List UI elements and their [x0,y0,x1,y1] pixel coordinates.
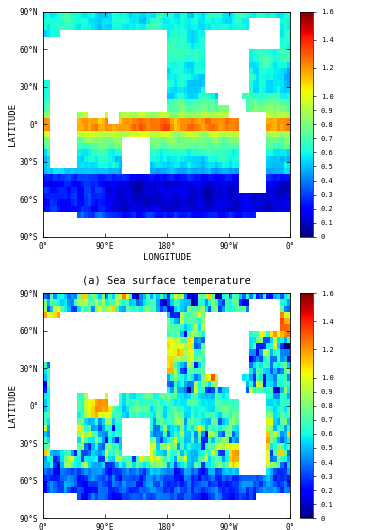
X-axis label: LONGITUDE: LONGITUDE [142,253,191,262]
Y-axis label: LATITUDE: LATITUDE [8,103,17,146]
Y-axis label: LATITUDE: LATITUDE [8,384,17,427]
Text: (a) Sea surface temperature: (a) Sea surface temperature [82,276,251,286]
